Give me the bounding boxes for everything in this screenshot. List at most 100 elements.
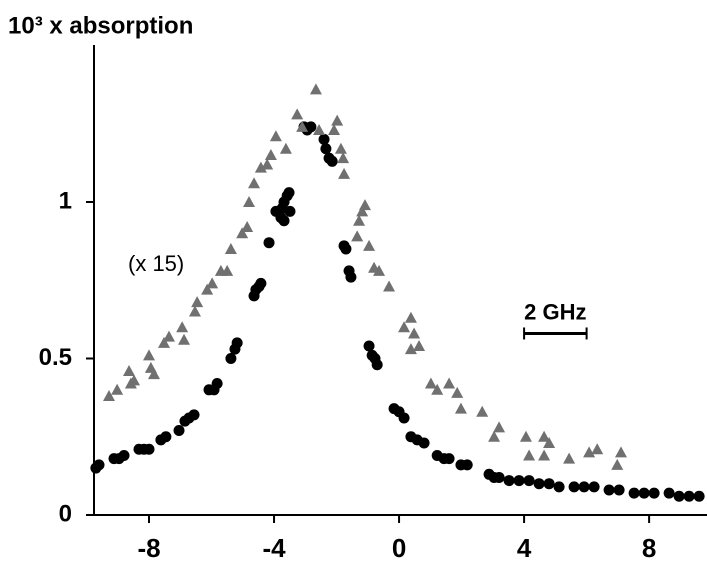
triangle-point [337,152,350,164]
circle-point [363,340,375,352]
triangle-point [408,327,421,339]
scale-bar-label: 2 GHz [524,299,586,324]
triangle-point [538,449,551,461]
circle-point [638,487,650,499]
triangle-point [543,437,556,449]
triangle-point [358,199,371,211]
triangle-point [201,283,214,295]
circle-point [493,471,505,483]
triangle-point [538,430,551,442]
triangle-point [261,158,274,170]
y-tick-label: 0 [59,500,72,527]
triangle-point [519,430,532,442]
circle-point [568,481,580,493]
circle-point [613,484,625,496]
y-tick-label: 1 [59,187,72,214]
triangle-point [103,390,116,402]
triangle-point [123,365,136,377]
circle-point [683,490,695,502]
circle-point [283,187,295,199]
triangle-point [476,405,489,417]
circle-point [340,243,352,255]
circle-point [118,450,130,462]
triangle-point [291,108,304,120]
circle-point [211,378,223,390]
triangle-point [338,167,351,179]
circle-point [418,437,430,449]
triangle-point [351,230,364,242]
y-tick-label: 0.5 [39,344,72,371]
triangle-point [404,311,417,323]
x-tick-label: -4 [262,533,286,563]
circle-point [318,133,330,145]
circle-point [578,481,590,493]
triangle-point [158,336,171,348]
triangle-point [296,120,309,132]
circle-point [143,443,155,455]
circle-point [326,155,338,167]
triangle-point [563,452,576,464]
circle-point [533,478,545,490]
circle-point [628,487,640,499]
circle-point [513,475,525,487]
series-note: (x 15) [128,251,184,276]
triangle-point [111,383,124,395]
triangle-point [413,339,426,351]
triangle-point [254,161,267,173]
circle-point [443,453,455,465]
circle-point [603,484,615,496]
triangle-point [404,343,417,355]
circle-point [284,205,296,217]
triangle-point [124,377,137,389]
circle-point [543,478,555,490]
circle-point [648,487,660,499]
triangle-point [221,264,234,276]
x-tick-label: 4 [517,533,532,563]
triangle-point [398,321,411,333]
triangle-point [334,142,347,154]
x-tick-label: 0 [392,533,406,563]
circle-point [371,359,383,371]
triangle-point [269,130,282,142]
triangle-point [591,443,604,455]
circle-point [693,490,705,502]
circle-point [553,481,565,493]
circle-point [305,121,317,133]
triangle-point [191,296,204,308]
triangle-point [206,277,219,289]
circle-point [345,271,357,283]
triangle-point [176,321,189,333]
triangle-point [279,142,292,154]
triangle-point [328,124,341,136]
circle-point [588,481,600,493]
triangle-point [583,446,596,458]
circle-point [231,337,243,349]
circle-point [461,459,473,471]
circle-point [278,215,290,227]
circle-point [663,487,675,499]
triangle-point [356,205,369,217]
triangle-point [313,124,326,136]
circle-point [398,412,410,424]
triangle-point [363,239,376,251]
chart-title: 10³ x absorption [8,12,193,39]
circle-point [255,277,267,289]
x-tick-label: 8 [642,533,656,563]
triangle-point [178,333,191,345]
triangle-point [248,177,261,189]
triangle-point [241,221,254,233]
triangle-point [488,430,501,442]
circle-point [173,424,185,436]
triangle-point [451,386,464,398]
triangle-point [454,402,467,414]
triangle-point [383,280,396,292]
x-tick-label: -8 [137,533,160,563]
triangle-point [224,242,237,254]
triangle-point [331,114,344,126]
triangle-point [264,149,277,161]
circle-point [93,459,105,471]
circle-point [320,143,332,155]
triangle-point [309,83,322,95]
